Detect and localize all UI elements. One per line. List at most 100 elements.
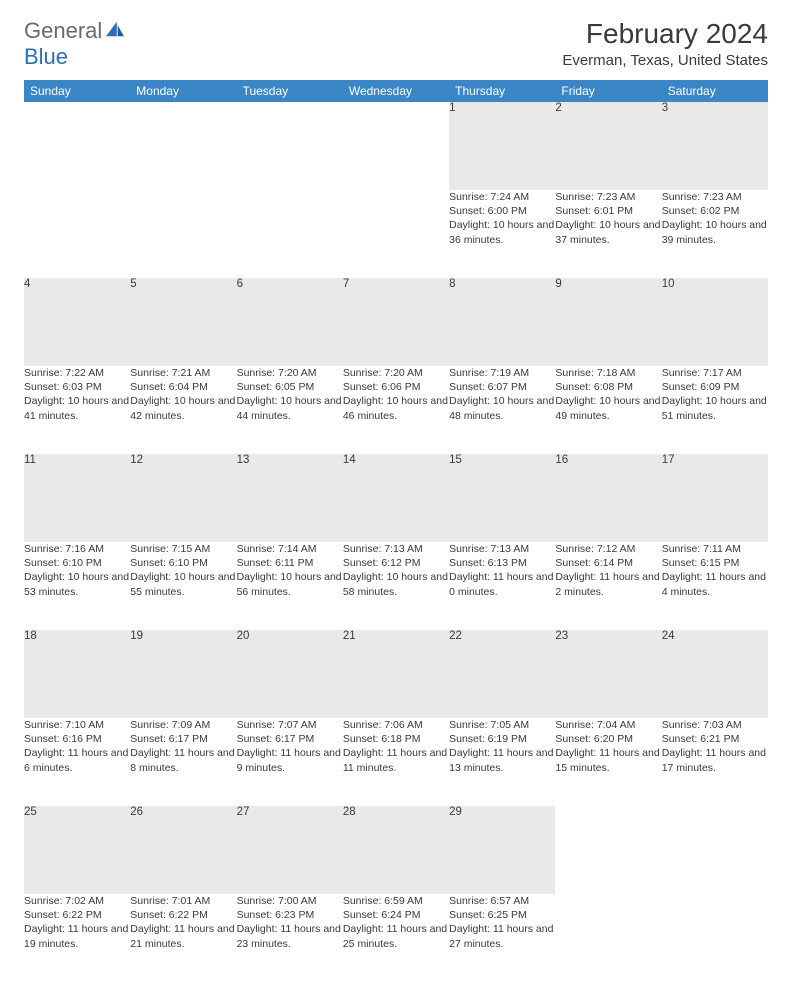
day-detail: Sunrise: 7:23 AMSunset: 6:02 PMDaylight:…: [662, 190, 768, 278]
week-daynum-row: 18192021222324: [24, 630, 768, 718]
daylight: Daylight: 11 hours and 27 minutes.: [449, 922, 555, 950]
sunrise: Sunrise: 7:01 AM: [130, 894, 236, 908]
empty-cell: [237, 102, 343, 190]
sunset: Sunset: 6:01 PM: [555, 204, 661, 218]
sunset: Sunset: 6:13 PM: [449, 556, 555, 570]
daylight: Daylight: 11 hours and 15 minutes.: [555, 746, 661, 774]
day-number: 22: [449, 630, 555, 718]
sunrise: Sunrise: 7:00 AM: [237, 894, 343, 908]
sunrise: Sunrise: 7:21 AM: [130, 366, 236, 380]
day-number: 13: [237, 454, 343, 542]
day-number: 20: [237, 630, 343, 718]
sunset: Sunset: 6:10 PM: [130, 556, 236, 570]
location: Everman, Texas, United States: [562, 52, 768, 69]
sunrise: Sunrise: 7:15 AM: [130, 542, 236, 556]
day-detail: Sunrise: 7:01 AMSunset: 6:22 PMDaylight:…: [130, 894, 236, 982]
sunset: Sunset: 6:03 PM: [24, 380, 130, 394]
daylight: Daylight: 10 hours and 44 minutes.: [237, 394, 343, 422]
day-detail: Sunrise: 7:05 AMSunset: 6:19 PMDaylight:…: [449, 718, 555, 806]
col-tuesday: Tuesday: [237, 80, 343, 102]
day-detail: Sunrise: 7:21 AMSunset: 6:04 PMDaylight:…: [130, 366, 236, 454]
daylight: Daylight: 10 hours and 55 minutes.: [130, 570, 236, 598]
week-detail-row: Sunrise: 7:22 AMSunset: 6:03 PM Daylight:…: [24, 366, 768, 454]
day-detail: Sunrise: 7:07 AMSunset: 6:17 PMDaylight:…: [237, 718, 343, 806]
day-number: 21: [343, 630, 449, 718]
day-detail: Sunrise: 7:18 AMSunset: 6:08 PMDaylight:…: [555, 366, 661, 454]
empty-cell: [130, 190, 236, 278]
day-number: 18: [24, 630, 130, 718]
day-number: 23: [555, 630, 661, 718]
sunrise: Sunrise: 7:12 AM: [555, 542, 661, 556]
day-number: 2: [555, 102, 661, 190]
day-detail: Sunrise: 7:09 AMSunset: 6:17 PMDaylight:…: [130, 718, 236, 806]
week-daynum-row: 11121314151617: [24, 454, 768, 542]
sunrise: Sunrise: 7:19 AM: [449, 366, 555, 380]
sunrise: Sunrise: 7:22 AM: [24, 366, 130, 380]
sunrise: Sunrise: 7:24 AM: [449, 190, 555, 204]
sunrise: Sunrise: 7:16 AM: [24, 542, 130, 556]
daylight: Daylight: 11 hours and 17 minutes.: [662, 746, 768, 774]
sunset: Sunset: 6:25 PM: [449, 908, 555, 922]
daylight: Daylight: 11 hours and 23 minutes.: [237, 922, 343, 950]
sunrise: Sunrise: 6:59 AM: [343, 894, 449, 908]
empty-cell: [237, 190, 343, 278]
week-daynum-row: 2526272829: [24, 806, 768, 894]
empty-cell: [24, 102, 130, 190]
sunrise: Sunrise: 7:02 AM: [24, 894, 130, 908]
sunset: Sunset: 6:06 PM: [343, 380, 449, 394]
day-number: 29: [449, 806, 555, 894]
calendar-header-row: Sunday Monday Tuesday Wednesday Thursday…: [24, 80, 768, 102]
daylight: Daylight: 11 hours and 11 minutes.: [343, 746, 449, 774]
daylight: Daylight: 11 hours and 0 minutes.: [449, 570, 555, 598]
daylight: Daylight: 10 hours and 48 minutes.: [449, 394, 555, 422]
sunset: Sunset: 6:20 PM: [555, 732, 661, 746]
sunrise: Sunrise: 7:07 AM: [237, 718, 343, 732]
day-number: 26: [130, 806, 236, 894]
sunset: Sunset: 6:17 PM: [237, 732, 343, 746]
daylight: Daylight: 11 hours and 21 minutes.: [130, 922, 236, 950]
brand-logo: General Blue: [24, 18, 126, 70]
daylight: Daylight: 11 hours and 9 minutes.: [237, 746, 343, 774]
day-detail: Sunrise: 7:13 AMSunset: 6:12 PMDaylight:…: [343, 542, 449, 630]
sunset: Sunset: 6:21 PM: [662, 732, 768, 746]
sunset: Sunset: 6:22 PM: [24, 908, 130, 922]
day-detail: Sunrise: 7:11 AMSunset: 6:15 PMDaylight:…: [662, 542, 768, 630]
week-detail-row: Sunrise: 7:16 AMSunset: 6:10 PMDaylight:…: [24, 542, 768, 630]
sunset: Sunset: 6:24 PM: [343, 908, 449, 922]
sunset: Sunset: 6:14 PM: [555, 556, 661, 570]
sunset: Sunset: 6:10 PM: [24, 556, 130, 570]
day-number: 17: [662, 454, 768, 542]
day-number: 3: [662, 102, 768, 190]
day-detail: Sunrise: 7:24 AMSunset: 6:00 PMDaylight:…: [449, 190, 555, 278]
day-number: 16: [555, 454, 661, 542]
calendar-body: 123Sunrise: 7:24 AMSunset: 6:00 PMDaylig…: [24, 102, 768, 982]
daylight: Daylight: 11 hours and 25 minutes.: [343, 922, 449, 950]
sunrise: Sunrise: 7:11 AM: [662, 542, 768, 556]
day-detail: Sunrise: 6:59 AMSunset: 6:24 PMDaylight:…: [343, 894, 449, 982]
day-detail: Sunrise: 7:19 AMSunset: 6:07 PMDaylight:…: [449, 366, 555, 454]
day-detail: Sunrise: 7:16 AMSunset: 6:10 PMDaylight:…: [24, 542, 130, 630]
day-detail: Sunrise: 7:20 AMSunset: 6:06 PMDaylight:…: [343, 366, 449, 454]
day-number: 28: [343, 806, 449, 894]
day-number: 4: [24, 278, 130, 366]
daylight: Daylight: 10 hours and 53 minutes.: [24, 570, 130, 598]
sunset: Sunset: 6:17 PM: [130, 732, 236, 746]
day-detail: Sunrise: 7:03 AMSunset: 6:21 PMDaylight:…: [662, 718, 768, 806]
sunrise: Sunrise: 7:10 AM: [24, 718, 130, 732]
day-detail: Sunrise: 7:04 AMSunset: 6:20 PMDaylight:…: [555, 718, 661, 806]
sunrise: Sunrise: 7:14 AM: [237, 542, 343, 556]
daylight: Daylight: 10 hours and 56 minutes.: [237, 570, 343, 598]
daylight: Daylight: 11 hours and 2 minutes.: [555, 570, 661, 598]
sunrise: Sunrise: 7:13 AM: [449, 542, 555, 556]
daylight: Daylight: 11 hours and 13 minutes.: [449, 746, 555, 774]
week-detail-row: Sunrise: 7:02 AMSunset: 6:22 PMDaylight:…: [24, 894, 768, 982]
empty-cell: [555, 894, 661, 982]
sunset: Sunset: 6:11 PM: [237, 556, 343, 570]
daylight: Daylight: 10 hours and 49 minutes.: [555, 394, 661, 422]
col-sunday: Sunday: [24, 80, 130, 102]
day-detail: Sunrise: 7:23 AMSunset: 6:01 PMDaylight:…: [555, 190, 661, 278]
day-detail: Sunrise: 7:12 AMSunset: 6:14 PMDaylight:…: [555, 542, 661, 630]
week-detail-row: Sunrise: 7:24 AMSunset: 6:00 PMDaylight:…: [24, 190, 768, 278]
day-detail: Sunrise: 7:06 AMSunset: 6:18 PMDaylight:…: [343, 718, 449, 806]
sunrise: Sunrise: 7:18 AM: [555, 366, 661, 380]
